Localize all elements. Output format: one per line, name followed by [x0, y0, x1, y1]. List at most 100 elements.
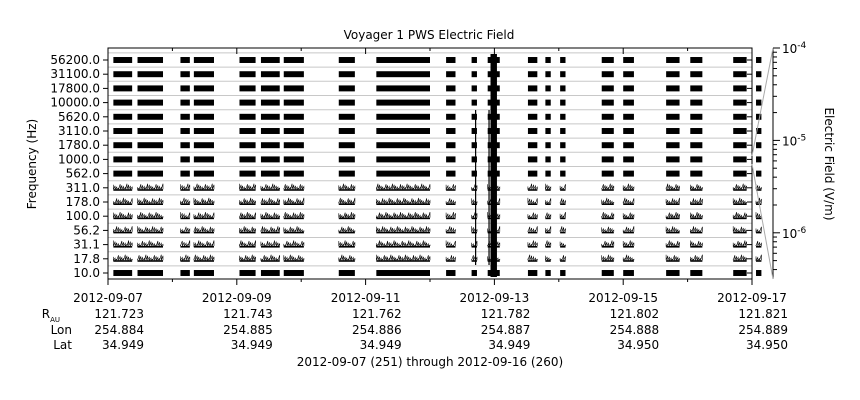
spectrum-noise — [193, 212, 215, 219]
colorbar-tick-base: 10 — [782, 227, 797, 241]
spectrum-cell — [733, 189, 747, 191]
spectrum-cell — [560, 170, 566, 177]
spectrum-cell — [376, 99, 430, 106]
spectrum-cell — [733, 128, 747, 134]
spectrum-noise — [193, 240, 215, 248]
spectrum-cell — [283, 128, 304, 134]
spectrum-noise — [471, 198, 478, 205]
spectrum-noise — [527, 226, 538, 233]
spectrum-noise — [239, 240, 256, 248]
spectrum-cell — [756, 260, 762, 262]
spectrum-noise — [239, 226, 256, 233]
spectrum-cell — [545, 71, 551, 78]
spectrum-cell — [733, 57, 747, 63]
spectrum-cell — [756, 99, 762, 106]
ephemeris-value: 34.949 — [360, 338, 402, 352]
spectrum-cell — [113, 217, 133, 220]
spectrum-noise — [622, 183, 635, 191]
y-tick-label: 56200.0 — [50, 53, 100, 67]
spectrum-cell — [338, 203, 355, 205]
y-tick-label: 10000.0 — [50, 96, 100, 110]
spectrum-noise — [338, 254, 356, 262]
spectrum-cell — [601, 245, 614, 248]
spectrum-cell — [193, 113, 214, 120]
spectrum-cell — [527, 85, 538, 92]
spectrum-cell — [756, 189, 762, 191]
spectrum-cell — [601, 203, 614, 205]
spectrum-cell — [113, 260, 133, 262]
spectrum-cell — [239, 128, 256, 134]
x-axis-ticks — [107, 48, 753, 285]
spectrum-cell — [666, 142, 680, 149]
spectrum-cell — [601, 71, 614, 78]
spectrum-cell — [113, 99, 133, 106]
spectrum-cell — [260, 245, 280, 248]
data-segment — [690, 57, 703, 276]
spectrum-cell — [283, 217, 304, 220]
spectrum-cell — [560, 128, 566, 134]
data-segment — [559, 57, 566, 276]
spectrum-noise — [376, 197, 431, 205]
spectrum-cell — [623, 128, 634, 134]
spectrum-cell — [180, 128, 190, 134]
data-segment — [732, 57, 747, 276]
spectrum-cell — [601, 189, 614, 191]
spectrum-noise — [113, 197, 133, 205]
ephemeris-row-label: Lon — [51, 323, 72, 337]
ephemeris-value: 121.782 — [481, 307, 531, 321]
data-segment — [622, 57, 635, 276]
spectrum-cell — [180, 203, 190, 205]
spectrum-noise — [338, 240, 356, 248]
spectrum-cell — [666, 170, 680, 177]
spectrum-noise — [732, 240, 747, 248]
spectrum-cell — [260, 99, 280, 106]
spectrum-cell — [113, 270, 133, 276]
spectrum-cell — [545, 128, 551, 134]
spectrum-cell — [601, 85, 614, 92]
spectrum-cell — [690, 203, 703, 205]
spectrum-cell — [666, 57, 680, 63]
spectrum-cell — [260, 260, 280, 262]
ephemeris-value: 121.762 — [352, 307, 402, 321]
spectrum-cell — [527, 71, 538, 78]
spectrum-cell — [193, 99, 214, 106]
spectrum-cell — [560, 142, 566, 149]
spectrum-cell — [690, 245, 703, 248]
spectrum-noise — [545, 226, 552, 233]
colorbar-tick-label: 10-5 — [782, 133, 806, 148]
spectrum-noise — [260, 240, 280, 248]
spectrum-noise — [283, 212, 305, 219]
spectrum-cell — [471, 189, 477, 191]
spectrum-cell — [690, 170, 703, 177]
spectrum-cell — [733, 113, 747, 120]
spectrum-noise — [113, 212, 133, 219]
spectrum-cell — [733, 156, 747, 163]
spectrum-cell — [733, 203, 747, 205]
colorbar-tick-exponent: -4 — [797, 41, 806, 51]
spectrum-noise — [527, 183, 538, 191]
spectrum-cell — [471, 217, 477, 220]
colorbar-tick-label: 10-4 — [782, 41, 807, 56]
spectrum-noise — [471, 240, 478, 247]
spectrum-cell — [560, 245, 566, 248]
spectrum-cell — [113, 85, 133, 92]
spectrum-cell — [545, 231, 551, 234]
spectrum-cell — [193, 71, 214, 78]
spectrum-cell — [690, 99, 703, 106]
spectrum-noise — [193, 197, 215, 205]
spectrum-cell — [560, 57, 566, 63]
spectrum-noise — [559, 241, 566, 247]
spectrum-cell — [666, 71, 680, 78]
spectrum-cell — [180, 142, 190, 149]
y-tick-label: 17.8 — [73, 252, 100, 266]
spectrum-cell — [690, 71, 703, 78]
spectrum-cell — [180, 245, 190, 248]
spectrum-noise — [137, 240, 164, 248]
colorbar-label: Electric Field (V/m) — [822, 107, 836, 220]
spectrum-cell — [601, 231, 614, 234]
spectrum-cell — [666, 245, 680, 248]
spectrum-noise — [471, 212, 478, 219]
spectrum-noise — [137, 226, 164, 233]
ephemeris-value: 254.887 — [481, 323, 531, 337]
spectrum-cell — [260, 217, 280, 220]
